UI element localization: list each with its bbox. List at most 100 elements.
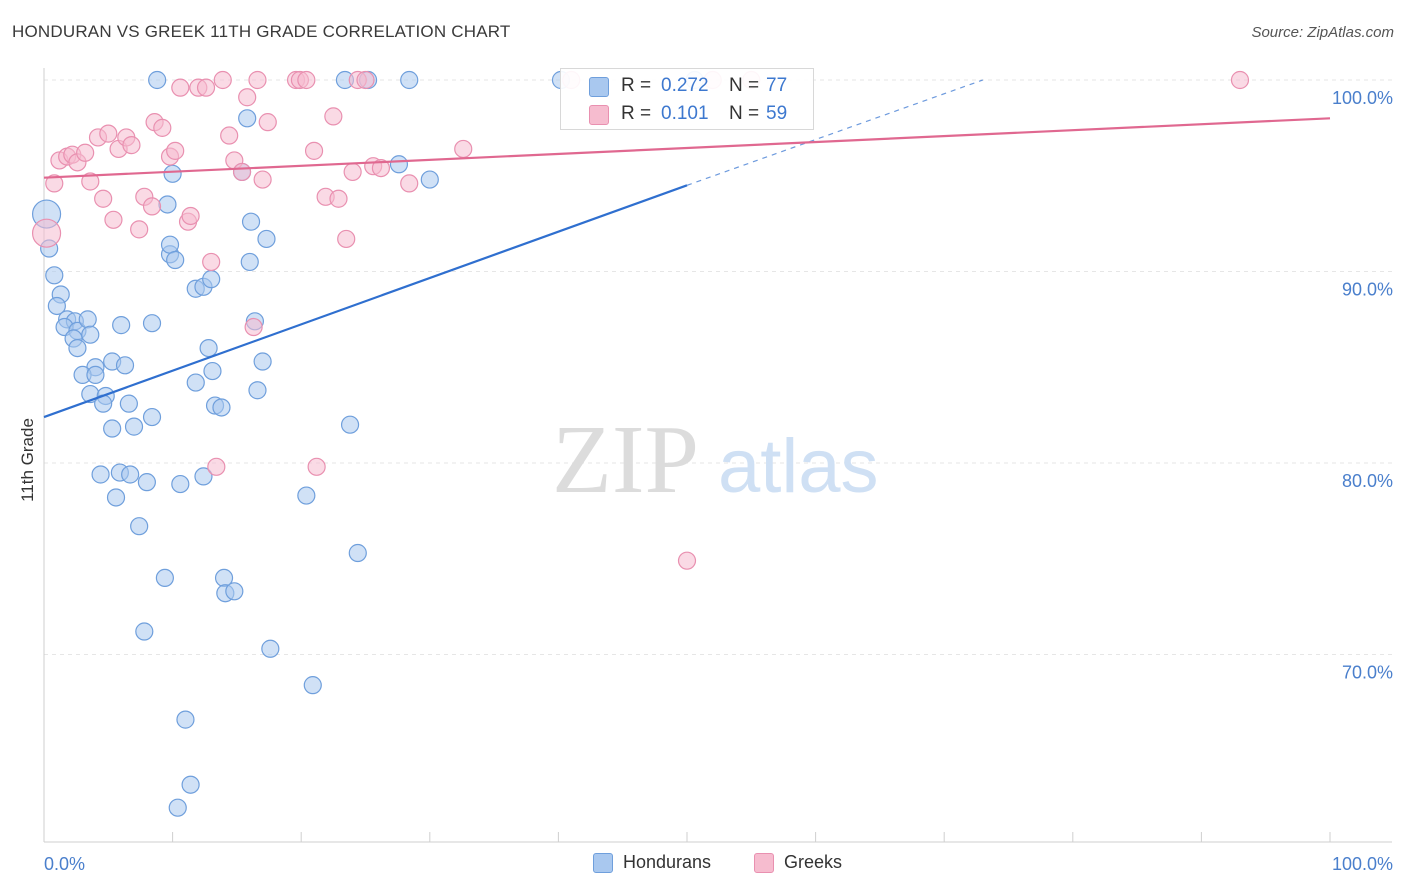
y-tick-label: 80.0% — [1342, 471, 1393, 491]
honduran-point — [86, 365, 105, 385]
greek-point — [142, 197, 162, 216]
watermark: ZIP atlas — [552, 406, 879, 514]
hondurans-trend-line — [43, 184, 688, 419]
hondurans-trend-extension — [686, 79, 983, 186]
greek-point — [337, 229, 356, 249]
honduran-point — [155, 568, 174, 588]
greek-point — [76, 143, 95, 162]
greek-point — [171, 78, 190, 97]
greek-point — [356, 70, 375, 90]
greek-point — [371, 158, 391, 178]
legend-r-value: 0.101 — [661, 103, 709, 124]
honduran-point — [78, 310, 97, 329]
honduran-point — [297, 486, 316, 505]
watermark-atlas: atlas — [718, 424, 879, 509]
axis-layer — [43, 68, 1392, 843]
honduran-point — [81, 325, 100, 344]
honduran-point — [47, 296, 66, 316]
greek-point — [307, 457, 326, 476]
greek-point — [99, 124, 118, 143]
honduran-point — [135, 622, 154, 641]
honduran-point — [225, 582, 244, 601]
greek-point — [244, 317, 263, 337]
honduran-point — [240, 252, 259, 272]
y-tick-label: 70.0% — [1342, 663, 1393, 683]
greek-point — [238, 88, 257, 107]
honduran-point — [261, 639, 280, 658]
greek-point — [81, 172, 100, 191]
honduran-point — [303, 676, 322, 695]
y-tick-label: 90.0% — [1342, 280, 1393, 300]
greek-point — [343, 162, 362, 182]
greek-point — [207, 457, 226, 476]
greek-point — [329, 189, 348, 208]
honduran-point — [253, 352, 272, 371]
honduran-point — [241, 212, 261, 231]
honduran-point — [202, 270, 221, 289]
bottom-legend: Hondurans Greeks — [0, 852, 1406, 878]
legend-n-label: N = — [729, 103, 760, 124]
honduran-point — [340, 415, 360, 434]
greek-point — [1230, 70, 1250, 90]
legend-item-hondurans[interactable]: Hondurans — [593, 852, 711, 873]
honduran-point — [91, 465, 110, 484]
legend-row-hondurans: R = 0.272 N = 77 — [561, 72, 815, 100]
honduran-point — [121, 465, 140, 484]
hondurans-legend-swatch — [593, 852, 613, 873]
honduran-point — [176, 710, 195, 729]
honduran-point — [420, 170, 439, 189]
legend-n-value: 59 — [766, 103, 788, 124]
honduran-point — [103, 419, 122, 438]
honduran-point — [148, 70, 167, 90]
legend-r-label: R = — [621, 75, 652, 96]
greek-point — [304, 141, 324, 160]
greek-point — [324, 107, 343, 126]
greek-point — [677, 551, 697, 570]
honduran-point — [137, 473, 156, 492]
honduran-point — [203, 361, 222, 381]
honduran-point — [45, 266, 64, 285]
honduran-point — [181, 775, 200, 794]
greek-point — [31, 218, 62, 248]
honduran-point — [186, 373, 205, 392]
honduran-point — [248, 381, 267, 400]
greek-point — [196, 78, 216, 97]
legend-row-greeks: R = 0.101 N = 59 — [561, 100, 815, 128]
honduran-point — [168, 798, 187, 817]
greek-point — [220, 126, 239, 145]
honduran-point — [171, 474, 190, 494]
legend-r-label: R = — [621, 103, 652, 124]
greek-point — [122, 136, 141, 155]
honduran-point — [130, 517, 149, 536]
honduran-point — [348, 543, 367, 563]
honduran-point — [163, 164, 182, 183]
honduran-point — [124, 417, 144, 436]
hondurans-points — [31, 70, 704, 817]
hondurans-swatch — [589, 77, 609, 97]
honduran-point — [142, 407, 162, 427]
honduran-point — [389, 155, 409, 174]
greek-point — [202, 252, 221, 272]
greek-point — [213, 70, 232, 90]
greeks-swatch — [589, 105, 609, 125]
honduran-point — [400, 70, 419, 90]
honduran-point — [115, 356, 135, 375]
legend-label-hondurans: Hondurans — [623, 852, 712, 872]
greeks-legend-swatch — [754, 852, 774, 873]
legend-n-value: 77 — [766, 75, 788, 96]
honduran-point — [199, 339, 218, 358]
y-tick-labels: 100.0% 90.0% 80.0% 70.0% — [1332, 88, 1393, 683]
chart-title: HONDURAN VS GREEK 11TH GRADE CORRELATION… — [12, 22, 511, 41]
honduran-point — [257, 229, 276, 249]
honduran-point — [106, 488, 126, 507]
greek-point — [253, 170, 272, 189]
y-axis-label: 11th Grade — [18, 418, 37, 502]
honduran-point — [238, 109, 257, 128]
legend-label-greeks: Greeks — [784, 852, 843, 872]
greek-point — [181, 206, 200, 226]
honduran-point — [119, 394, 138, 413]
chart-source: Source: ZipAtlas.com — [1251, 24, 1394, 41]
honduran-point — [68, 339, 87, 358]
legend-item-greeks[interactable]: Greeks — [754, 852, 842, 873]
